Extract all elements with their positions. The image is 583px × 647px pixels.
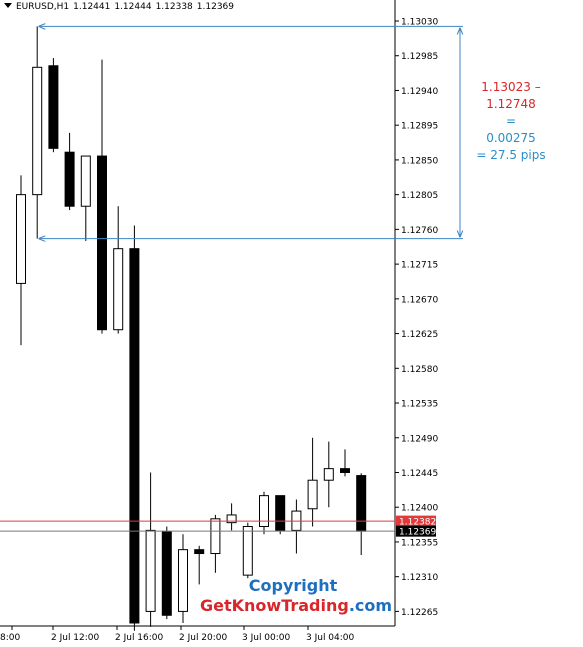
candle-body <box>275 495 286 531</box>
price-tick-label: 1.12490 <box>401 434 438 444</box>
bull-candle <box>242 522 253 579</box>
candle-body <box>226 514 237 524</box>
last-price-tag <box>396 525 436 537</box>
symbol-label: EURUSD,H1 <box>16 2 70 12</box>
price-tick-label: 1.12535 <box>401 400 438 410</box>
candle-body <box>340 468 350 473</box>
bear-candle <box>356 473 367 556</box>
price-tick-label: 1.12310 <box>401 573 438 583</box>
bull-candle <box>323 441 334 508</box>
candle-body <box>32 66 43 196</box>
bull-candle <box>259 491 269 535</box>
bid-price-label: 1.12382 <box>399 518 436 528</box>
time-tick-label: 2 Jul 12:00 <box>51 633 100 643</box>
candle-body <box>259 495 269 528</box>
bull-candle <box>307 437 318 527</box>
candle-body <box>97 155 107 331</box>
candle-body <box>194 549 205 555</box>
time-tick-label: 2 Jul 20:00 <box>179 633 228 643</box>
bull-candle <box>16 175 26 346</box>
price-tick-label: 1.12805 <box>401 191 438 201</box>
range-measure <box>39 26 463 238</box>
close-value: 1.12369 <box>196 2 234 12</box>
bull-candle <box>80 155 91 241</box>
bull-candle <box>113 206 124 334</box>
candle-body <box>80 155 91 207</box>
bull-candle <box>178 534 188 623</box>
bear-candle <box>48 58 59 153</box>
bull-candle <box>32 26 43 239</box>
price-tick-label: 1.12400 <box>401 504 438 514</box>
bull-candle <box>210 514 221 573</box>
annotation-equals: = <box>505 114 517 128</box>
bull-candle <box>226 503 237 531</box>
candles <box>16 26 367 631</box>
price-tick-label: 1.12985 <box>401 52 438 62</box>
chart-header: EURUSD,H1 1.12441 1.12444 1.12338 1.12369 <box>4 0 238 14</box>
time-tick-label: 3 Jul 00:00 <box>242 633 291 643</box>
price-tick-label: 1.13030 <box>401 18 438 28</box>
candle-body <box>161 531 172 616</box>
last-price-label: 1.12369 <box>399 528 436 538</box>
bear-candle <box>340 449 350 477</box>
candle-body <box>145 529 156 612</box>
range-annotation: 1.13023 – 1.12748 = 0.00275 = 27.5 pips <box>458 79 564 164</box>
copyright-site-name: GetKnowTrading <box>200 596 349 615</box>
open-value: 1.12441 <box>73 2 111 12</box>
bear-candle <box>129 225 140 631</box>
dropdown-triangle-icon[interactable] <box>4 3 12 8</box>
price-axis: 1.13030 1.12985 1.12940 1.12895 1.12850 1.128… <box>394 0 438 626</box>
copyright-watermark: Copyright GetKnowTrading.com <box>200 576 392 616</box>
annotation-pips: = 27.5 pips <box>476 148 546 162</box>
annotation-diff: 0.00275 <box>486 131 536 145</box>
price-tick-label: 1.12445 <box>401 469 438 479</box>
candle-body <box>356 475 367 532</box>
candle-body <box>178 549 188 612</box>
bear-candle <box>275 495 286 535</box>
annotation-range: 1.13023 – 1.12748 <box>481 80 541 111</box>
price-tick-label: 1.12625 <box>401 330 438 340</box>
candle-body <box>242 526 253 576</box>
price-tick-label: 1.12940 <box>401 87 438 97</box>
bid-price-tag <box>396 515 436 527</box>
candle-body <box>323 468 334 481</box>
candle-body <box>64 151 75 207</box>
time-tick-label: 3 Jul 04:00 <box>306 633 355 643</box>
time-tick-label: 2 Jul 16:00 <box>115 633 164 643</box>
candle-body <box>48 65 59 149</box>
time-tick-label: 8:00 <box>0 633 20 643</box>
price-tick-label: 1.12265 <box>401 608 438 618</box>
candle-body <box>307 479 318 510</box>
price-tick-label: 1.12670 <box>401 295 438 305</box>
bear-candle <box>64 132 75 211</box>
bear-candle <box>97 59 107 334</box>
price-tick-label: 1.12580 <box>401 365 438 375</box>
candle-body <box>129 248 140 624</box>
candle-body <box>113 248 124 331</box>
price-tick-label: 1.12355 <box>401 538 438 548</box>
bull-candle <box>145 472 156 627</box>
high-value: 1.12444 <box>114 2 152 12</box>
bear-candle <box>161 526 172 620</box>
price-tick-label: 1.12850 <box>401 156 438 166</box>
copyright-site-domain: .com <box>348 596 393 615</box>
price-tick-label: 1.12715 <box>401 261 438 271</box>
copyright-site: GetKnowTrading.com <box>200 596 392 616</box>
time-axis: 8:00 2 Jul 12:00 2 Jul 16:00 2 Jul 20:00 3 J… <box>0 625 395 643</box>
bull-candle <box>291 499 302 554</box>
price-tick-label: 1.12895 <box>401 122 438 132</box>
price-tick-label: 1.12760 <box>401 226 438 236</box>
bear-candle <box>194 545 205 585</box>
candle-body <box>16 194 26 284</box>
low-value: 1.12338 <box>155 2 193 12</box>
candle-body <box>210 518 221 555</box>
copyright-label: Copyright <box>248 576 338 595</box>
